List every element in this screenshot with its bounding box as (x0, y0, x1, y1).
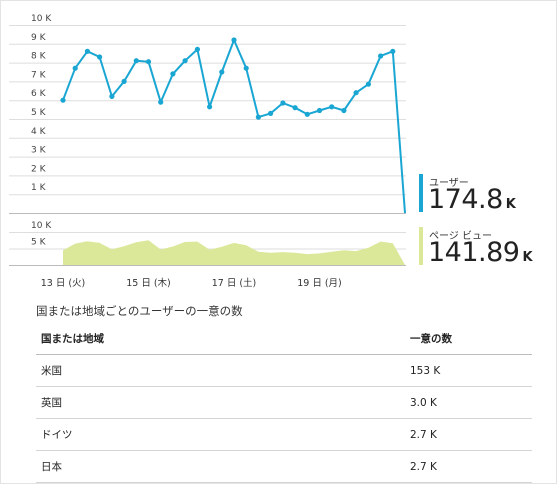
y-tick-label: 5 K (31, 238, 47, 248)
y-tick-label: 4 K (31, 127, 47, 137)
country-cell: 英国 (36, 386, 405, 419)
x-axis: 13 日 (火) 15 日 (木) 17 日 (土) 19 日 (月) (41, 277, 342, 289)
x-tick-label: 19 日 (月) (297, 278, 342, 289)
count-cell: 2.7 K (405, 450, 532, 483)
users-data-point[interactable] (268, 110, 274, 116)
users-data-point[interactable] (121, 78, 127, 84)
users-data-point[interactable] (316, 107, 323, 114)
users-line-series[interactable] (62, 39, 406, 214)
users-data-point[interactable] (170, 71, 176, 77)
users-data-point[interactable] (109, 93, 115, 99)
users-data-point[interactable] (390, 48, 396, 54)
users-data-point[interactable] (280, 100, 286, 106)
y-tick-label: 8 K (31, 52, 47, 62)
x-tick-label: 17 日 (土) (212, 277, 257, 289)
y-tick-label: 2 K (31, 164, 47, 174)
users-data-point[interactable] (72, 65, 78, 71)
x-tick-label: 13 日 (火) (41, 278, 86, 289)
country-cell: ドイツ (36, 418, 405, 451)
table-title: 国または地域ごとのユーザーの一意の数 (36, 304, 243, 318)
users-data-point[interactable] (194, 46, 200, 53)
y-tick-label: 5 K (31, 108, 47, 118)
users-gridlines (9, 25, 406, 214)
country-users-table: 国または地域 一意の数 米国 153 K 英国 3.0 K ドイツ 2.7 K … (36, 323, 532, 483)
users-data-point[interactable] (133, 58, 139, 64)
kpi-users-value-wrap: 174.8 K (428, 184, 516, 215)
count-cell: 2.7 K (405, 418, 532, 451)
y-tick-label: 3 K (31, 146, 47, 156)
kpi-users-value: 174.8 (428, 184, 503, 215)
users-data-point[interactable] (158, 99, 164, 105)
users-data-point[interactable] (378, 53, 384, 59)
users-data-point[interactable] (182, 58, 188, 64)
table-row[interactable]: 日本 2.7 K (36, 450, 532, 483)
x-tick-label: 15 日 (木) (126, 277, 171, 289)
kpi-pageviews-value-wrap: 141.89 K (428, 237, 533, 268)
y-tick-label: 9 K (31, 33, 47, 43)
country-cell: 米国 (36, 354, 405, 387)
users-y-axis: 10 K 9 K 8 K 7 K 6 K 5 K 4 K 3 K 2 K 1 K (31, 14, 52, 193)
table-row[interactable]: 米国 153 K (36, 354, 532, 387)
users-data-point[interactable] (243, 65, 249, 71)
users-pageviews-chart: 10 K9 K8 K7 K6 K5 K4 K3 K2 K1 K 10 K5 K … (9, 14, 406, 289)
users-data-point[interactable] (60, 97, 66, 103)
users-data-point[interactable] (145, 59, 152, 65)
users-data-point[interactable] (207, 104, 213, 110)
pageviews-y-axis: 10 K 5 K (31, 221, 52, 248)
table-header-row: 国または地域 一意の数 (36, 323, 532, 355)
kpi-users-unit: K (505, 197, 516, 212)
kpi-pageviews-color-bar (419, 227, 423, 265)
column-header-unique-count[interactable]: 一意の数 (405, 323, 532, 355)
y-tick-label: 7 K (31, 70, 47, 80)
kpi-pageviews-label: ページ ビュー (429, 231, 492, 242)
users-points-layer (60, 37, 396, 120)
users-data-point[interactable] (365, 81, 371, 87)
table-row[interactable]: 英国 3.0 K (36, 386, 532, 419)
users-data-point[interactable] (219, 69, 225, 75)
column-header-country[interactable]: 国または地域 (36, 323, 405, 355)
users-data-point[interactable] (255, 114, 261, 120)
users-data-point[interactable] (97, 54, 103, 60)
users-data-point[interactable] (304, 111, 310, 117)
table-row[interactable]: ドイツ 2.7 K (36, 418, 532, 451)
y-tick-label: 10 K (31, 221, 52, 231)
pageviews-area-series[interactable] (63, 240, 405, 265)
y-tick-label: 1 K (31, 183, 47, 193)
users-data-point[interactable] (84, 48, 90, 54)
users-data-point[interactable] (353, 90, 359, 96)
country-cell: 日本 (36, 450, 405, 483)
kpi-pageviews-value: 141.89 (428, 237, 520, 268)
users-data-point[interactable] (341, 107, 347, 114)
kpi-users-color-bar (419, 174, 423, 212)
kpi-pageviews-unit: K (522, 250, 533, 265)
count-cell: 153 K (405, 354, 532, 387)
count-cell: 3.0 K (405, 386, 532, 419)
users-data-point[interactable] (231, 37, 237, 43)
y-tick-label: 6 K (31, 89, 47, 99)
pageviews-area-layer (63, 240, 405, 265)
kpi-users-label: ユーザー (429, 178, 469, 189)
users-line-layer (62, 39, 406, 214)
users-data-point[interactable] (292, 105, 298, 111)
y-tick-label: 10 K (31, 14, 52, 24)
users-data-point[interactable] (329, 104, 335, 110)
